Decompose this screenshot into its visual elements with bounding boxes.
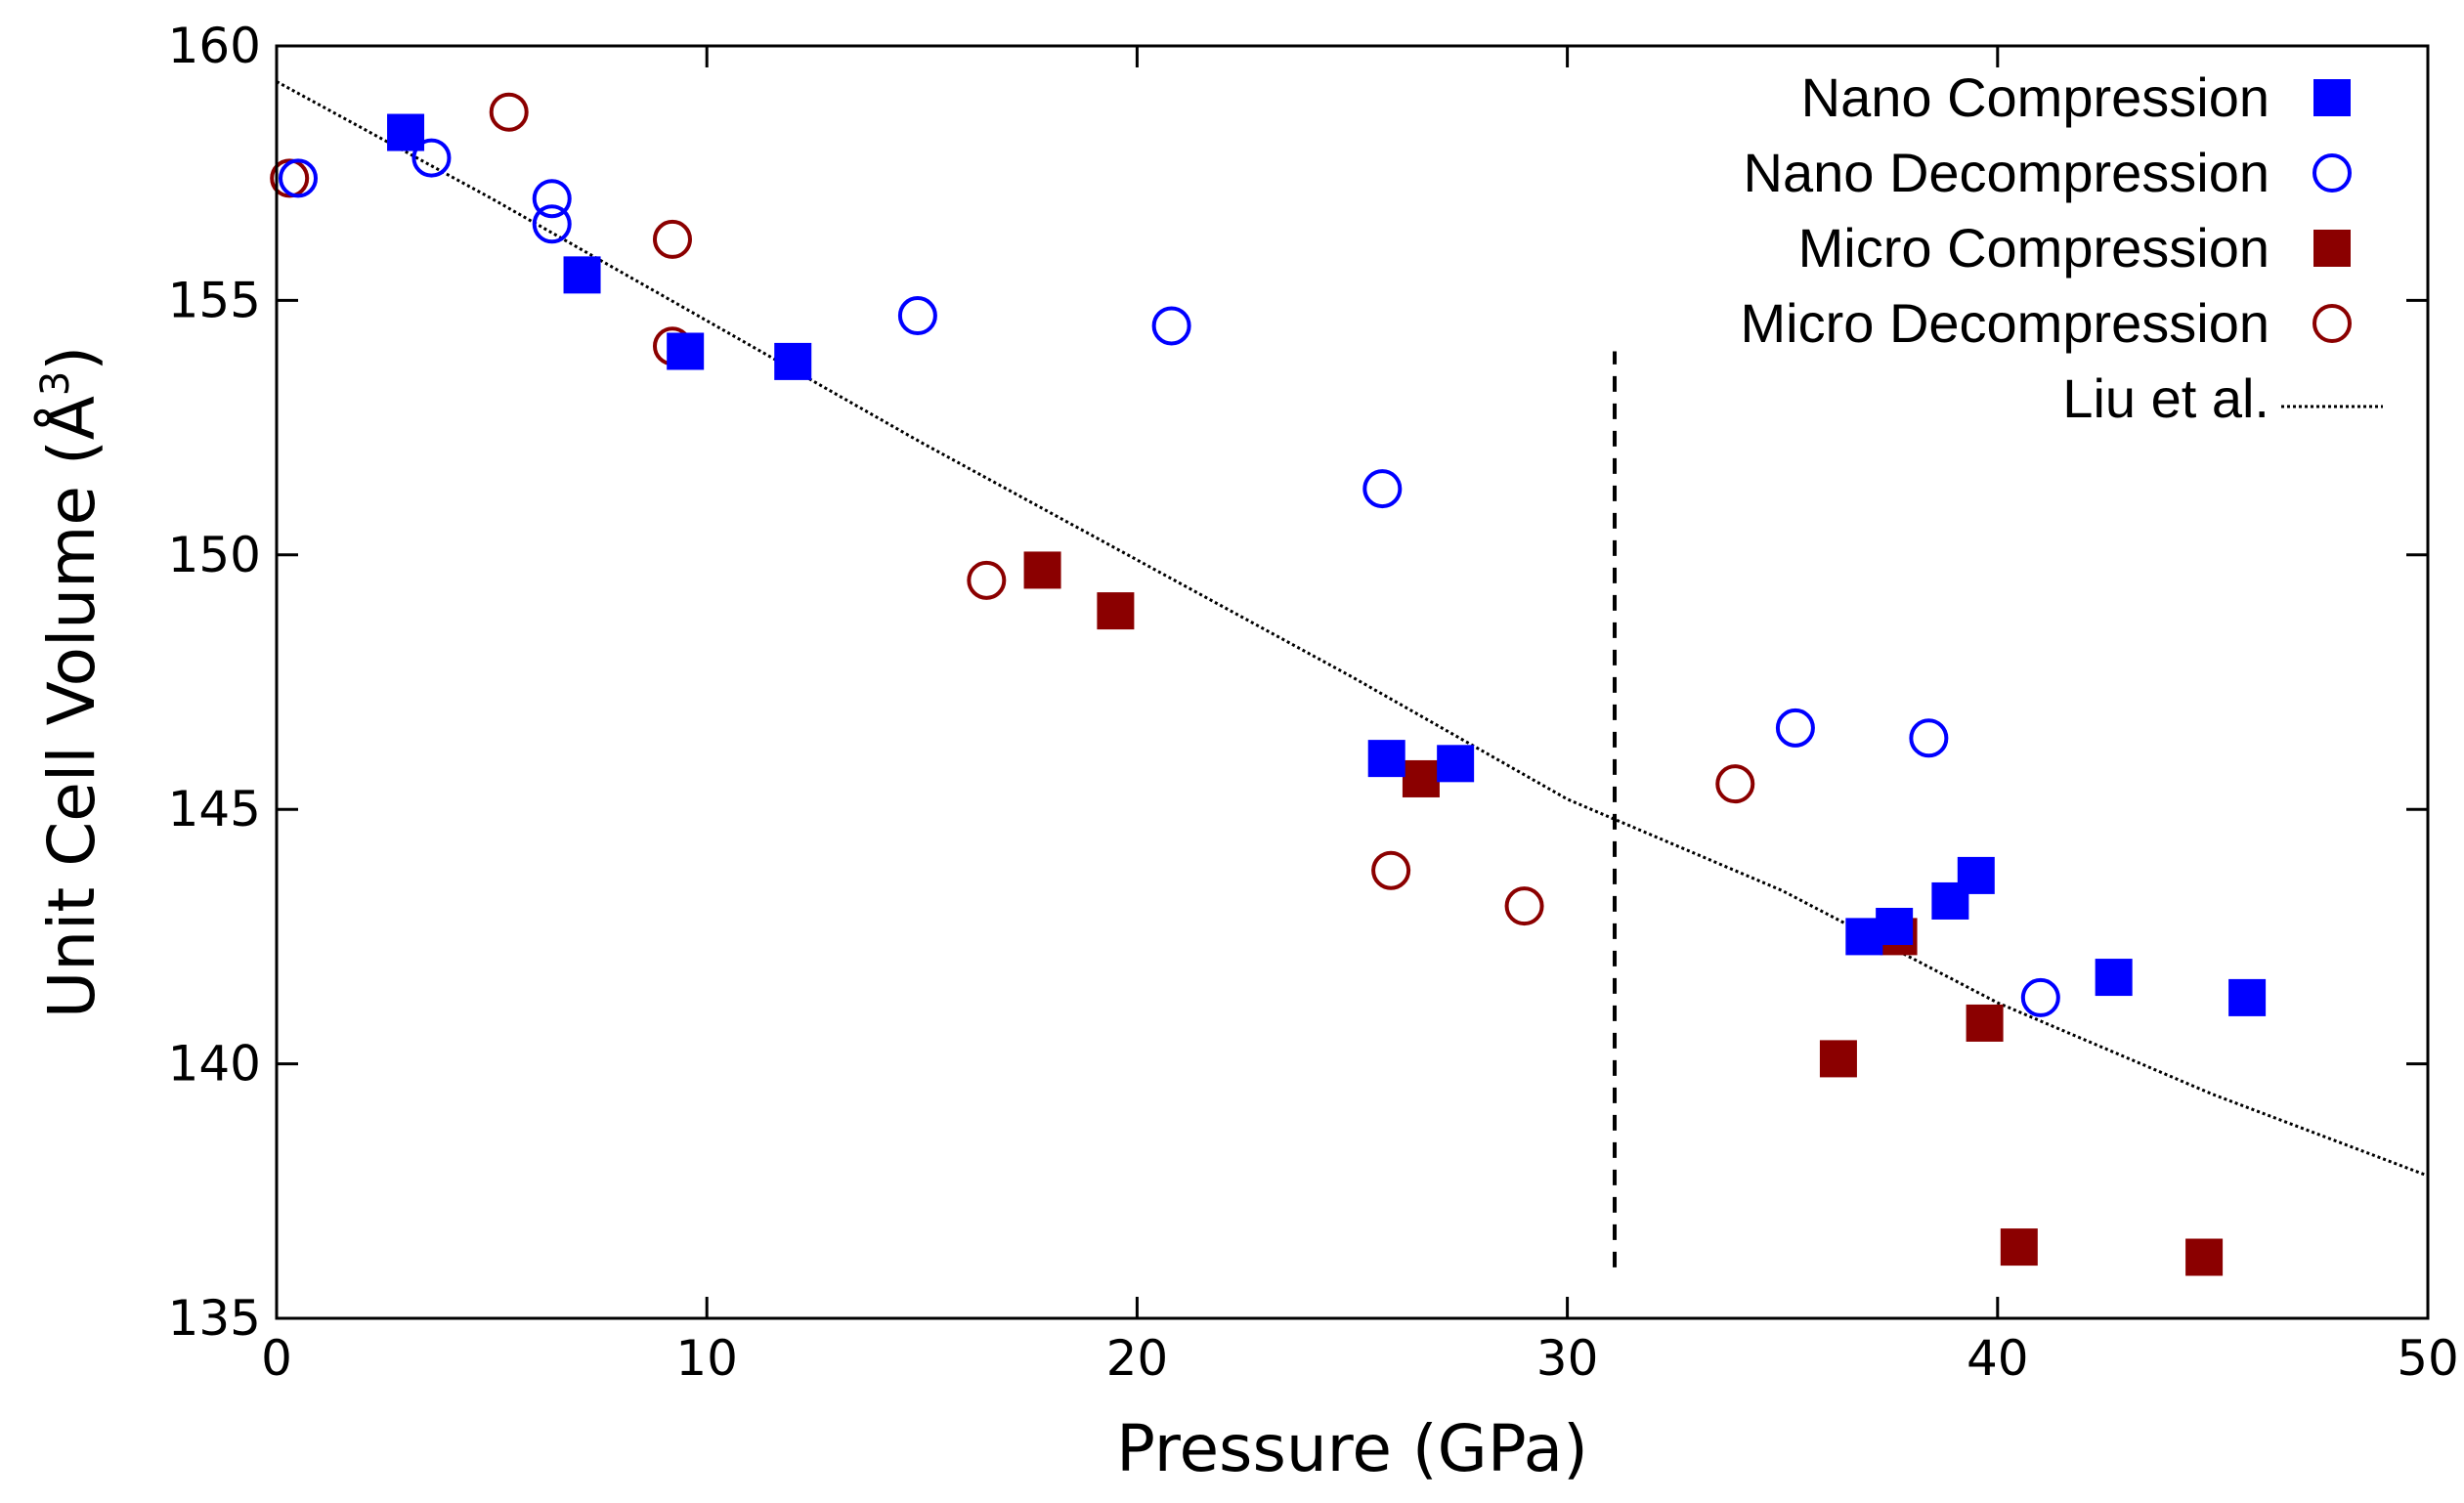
nano-decompression-point xyxy=(532,204,572,244)
legend-label-micro-compression: Micro Compression xyxy=(1798,217,2269,279)
nano-decompression-point xyxy=(1909,718,1949,758)
micro-decompression-point xyxy=(1504,886,1544,926)
nano-decompression-point xyxy=(1775,708,1815,748)
nano-compression-point xyxy=(563,256,601,294)
micro-compression-point xyxy=(2000,1228,2038,1267)
nano-compression-point xyxy=(2095,959,2133,997)
nano-compression-point xyxy=(387,113,425,151)
nano-compression-point xyxy=(1957,856,1995,894)
y-tick-label: 135 xyxy=(168,1290,261,1347)
x-tick-label: 30 xyxy=(1536,1330,1599,1387)
nano-decompression-point xyxy=(1151,306,1191,346)
micro-compression-point xyxy=(2185,1238,2224,1276)
nano-decompression-point xyxy=(411,138,452,178)
x-tick-label: 10 xyxy=(675,1330,738,1387)
legend-swatch-nano-decompression xyxy=(2313,153,2352,193)
micro-decompression-point xyxy=(489,92,529,132)
x-axis-title: Pressure (GPa) xyxy=(1116,1411,1588,1486)
x-tick-label: 0 xyxy=(261,1330,292,1387)
nano-compression-point xyxy=(667,332,705,370)
micro-decompression-point xyxy=(652,219,692,259)
x-tick-label: 40 xyxy=(1967,1330,2029,1387)
legend: Nano Compression Nano Decompression Micro … xyxy=(1741,66,2383,429)
y-tick-label: 145 xyxy=(168,781,261,837)
micro-compression-point xyxy=(1402,759,1440,797)
micro-compression-point xyxy=(1023,551,1061,589)
nano-decompression-point xyxy=(532,179,572,219)
micro-decompression-point xyxy=(967,560,1007,600)
micro-compression-point xyxy=(1819,1040,1857,1078)
legend-label-nano-compression: Nano Compression xyxy=(1801,66,2269,128)
y-axis-title-end: ) xyxy=(34,346,109,371)
nano-compression-point xyxy=(1367,740,1405,778)
legend-swatch-micro-decompression xyxy=(2313,304,2352,343)
micro-compression-point xyxy=(1097,592,1135,630)
axis-ticks: 0 10 20 30 40 50 135 140 145 150 155 160 xyxy=(168,18,2459,1387)
x-tick-label: 20 xyxy=(1106,1330,1169,1387)
legend-label-micro-decompression: Micro Decompression xyxy=(1741,292,2270,354)
nano-decompression-point xyxy=(1362,469,1403,509)
nano-compression-point xyxy=(2228,978,2267,1016)
legend-label-liu-et-al: Liu et al. xyxy=(2062,367,2269,429)
y-axis-title-main: Unit Cell Volume (Å xyxy=(34,396,109,1018)
y-tick-label: 155 xyxy=(168,272,261,328)
nano-compression-point xyxy=(774,342,812,380)
nano-decompression-point xyxy=(2020,977,2060,1017)
micro-compression-point xyxy=(1966,1004,2004,1042)
nano-decompression-point xyxy=(897,296,937,336)
x-tick-label: 50 xyxy=(2397,1330,2459,1387)
y-tick-label: 140 xyxy=(168,1036,261,1093)
series-layer xyxy=(270,80,2429,1276)
micro-decompression-point xyxy=(1715,764,1755,804)
plot-frame xyxy=(275,44,2430,1320)
micro-decompression-point xyxy=(270,158,310,198)
y-axis-title: Unit Cell Volume (Å3) xyxy=(33,346,109,1018)
y-tick-label: 150 xyxy=(168,527,261,583)
y-tick-label: 160 xyxy=(168,18,261,74)
liu-fit-curve xyxy=(276,80,2429,1178)
y-axis-title-superscript: 3 xyxy=(33,371,78,396)
nano-decompression-point xyxy=(279,158,319,198)
nano-compression-point xyxy=(1437,745,1475,783)
legend-swatch-micro-compression xyxy=(2313,230,2351,267)
legend-swatch-nano-compression xyxy=(2313,79,2351,116)
nano-compression-point xyxy=(1876,907,1914,945)
micro-decompression-point xyxy=(1371,850,1411,890)
legend-label-nano-decompression: Nano Decompression xyxy=(1744,142,2269,203)
